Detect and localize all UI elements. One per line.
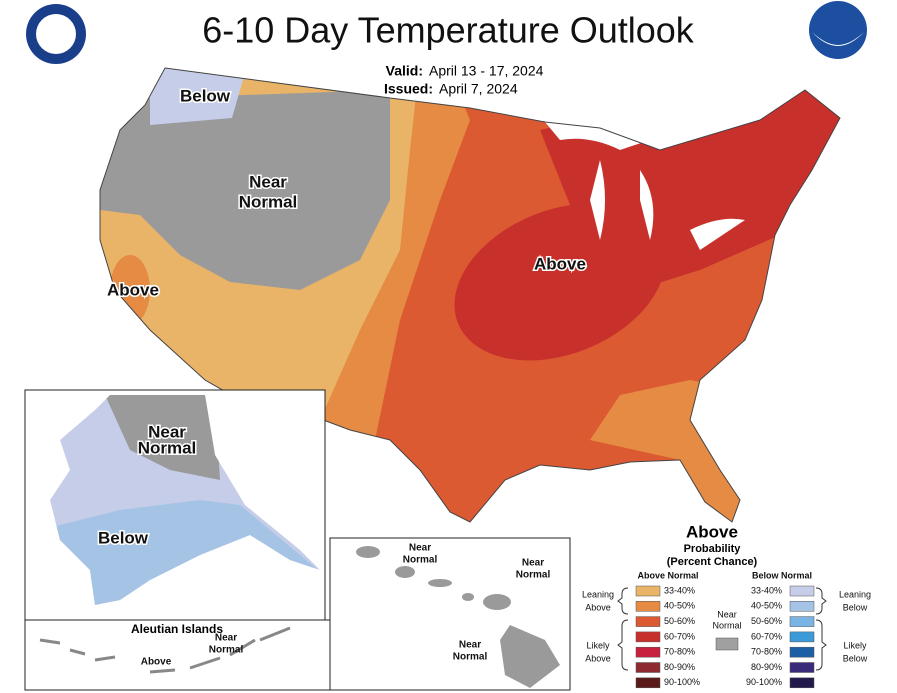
legend-label: 60-70% (664, 631, 695, 641)
aleutian-label: Above (141, 657, 172, 668)
alaska-label: Below (98, 528, 149, 547)
legend-label: 80-90% (664, 662, 695, 672)
issued-label: Issued: (384, 81, 433, 97)
legend-label: 80-90% (751, 662, 782, 672)
legend-swatch (715, 637, 739, 651)
legend-label: 70-80% (664, 647, 695, 657)
legend-swatch (635, 631, 661, 643)
issued-date: April 7, 2024 (439, 81, 518, 97)
legend-braces (617, 587, 827, 671)
legend-label: 40-50% (751, 601, 782, 611)
hawaii-label: Near (459, 640, 481, 651)
legend-group: Above (585, 653, 611, 663)
legend-group: Below (843, 653, 868, 663)
hawaii-label: Near (409, 543, 431, 554)
legend-label: 50-60% (664, 616, 695, 626)
legend-swatch (789, 601, 815, 612)
title: 6-10 Day Temperature Outlook (202, 10, 695, 51)
legend-subtitle: Probability (684, 543, 742, 555)
region-label: Near (249, 172, 287, 191)
alaska-label: Normal (138, 438, 197, 457)
legend-swatch (789, 662, 815, 673)
legend-swatch (789, 631, 815, 643)
legend-swatch (635, 601, 661, 612)
legend-swatch (789, 585, 815, 597)
aleutian-islands-shape (39, 626, 291, 674)
valid-label: Valid: (386, 63, 423, 79)
legend-swatch (635, 646, 661, 658)
doc-logo-inner (36, 14, 76, 54)
legend-swatch (789, 646, 815, 658)
legend-swatch (789, 677, 815, 689)
legend-label: 90-100% (746, 677, 782, 687)
hawaii-label: Normal (453, 652, 488, 663)
aleutian-label: Near (215, 633, 237, 644)
legend-group: Above (585, 602, 611, 612)
legend-title: Above (686, 522, 738, 541)
legend-heading: Above Normal (637, 570, 698, 580)
legend-swatch (789, 616, 815, 627)
aleutian-label: Normal (209, 645, 244, 656)
legend-near-normal: Near (717, 609, 737, 619)
legend-heading: Below Normal (752, 570, 812, 580)
legend-group: Below (843, 602, 868, 612)
legend-label: 50-60% (751, 616, 782, 626)
region-label: Above (107, 280, 159, 299)
legend-swatch (635, 662, 661, 673)
legend-label: 60-70% (751, 631, 782, 641)
region-label: Above (534, 254, 586, 273)
noaa-logo (809, 1, 867, 59)
legend-label: 40-50% (664, 601, 695, 611)
legend-swatch (635, 616, 661, 627)
hawaii-islands (356, 546, 560, 688)
legend-label: 70-80% (751, 647, 782, 657)
region-label: Below (180, 86, 231, 105)
alaska-label: Near (148, 422, 186, 441)
legend-swatch (635, 677, 661, 689)
region-label: Normal (239, 192, 298, 211)
legend-near-normal: Normal (712, 620, 741, 630)
legend-group: Likely (586, 640, 610, 650)
valid-dates: April 13 - 17, 2024 (429, 63, 544, 79)
legend-group: Likely (843, 640, 867, 650)
hawaii-label: Near (522, 558, 544, 569)
legend-group: Leaning (839, 589, 871, 599)
legend-label: 33-40% (751, 585, 782, 595)
legend-label: 90-100% (664, 677, 700, 687)
noaa-logo-wave (812, 32, 864, 46)
hawaii-label: Normal (403, 555, 438, 566)
legend-group: Leaning (582, 589, 614, 599)
hawaii-label: Normal (516, 570, 551, 581)
aleutian-title: Aleutian Islands (131, 622, 223, 636)
legend-swatch (635, 585, 661, 597)
legend-label: 33-40% (664, 585, 695, 595)
conus-outline (99, 67, 841, 523)
legend-subtitle: (Percent Chance) (667, 556, 758, 568)
